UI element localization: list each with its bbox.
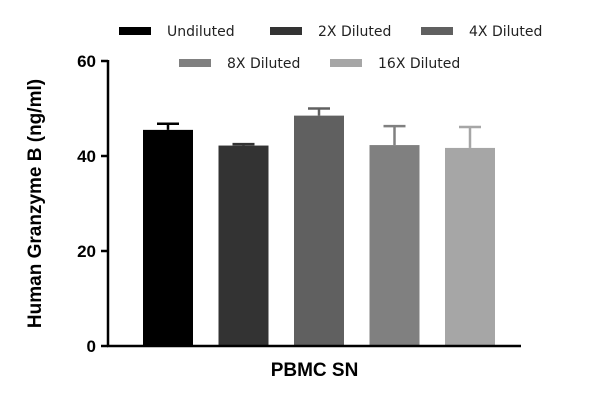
bar-3	[369, 145, 420, 346]
y-tick-label-2: 40	[77, 147, 96, 166]
legend-swatch-3	[179, 59, 211, 67]
y-ticks: 0 20 40 60	[77, 52, 108, 356]
legend-label-0: Undiluted	[167, 24, 235, 40]
y-axis-label: Human Granzyme B (ng/ml)	[25, 79, 46, 328]
legend-label-4: 16X Diluted	[378, 56, 460, 72]
error-bars	[157, 107, 481, 148]
bar-0	[143, 129, 193, 346]
legend-label-2: 4X Diluted	[469, 24, 542, 40]
bars	[143, 115, 495, 346]
legend-swatch-0	[119, 27, 151, 35]
bar-2	[294, 115, 344, 346]
legend-swatch-1	[270, 27, 302, 35]
x-axis-label: PBMC SN	[271, 360, 359, 381]
legend-swatch-2	[421, 27, 453, 35]
y-tick-label-1: 20	[77, 242, 96, 261]
legend: Undiluted 2X Diluted 4X Diluted 8X Diluted 1…	[119, 24, 542, 72]
y-tick-label-3: 60	[77, 52, 96, 71]
y-tick-label-0: 0	[87, 337, 96, 356]
bar-1	[218, 145, 269, 346]
legend-label-1: 2X Diluted	[318, 24, 391, 40]
legend-label-3: 8X Diluted	[227, 56, 300, 72]
legend-swatch-4	[330, 59, 362, 67]
bar-4	[445, 147, 495, 346]
